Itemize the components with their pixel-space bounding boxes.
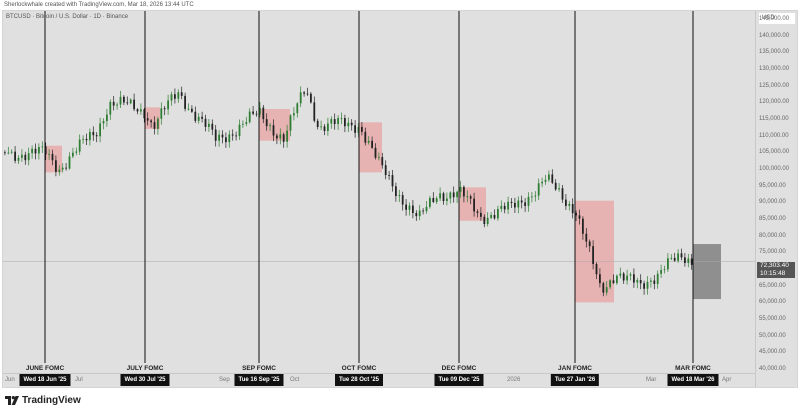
price-tick: 125,000.00	[759, 82, 790, 89]
price-tick: 85,000.00	[759, 216, 786, 223]
fomc-label: SEP FOMC	[242, 365, 276, 372]
chart-credit: Sherlockwhale created with TradingView.c…	[4, 2, 194, 8]
time-label: Oct	[290, 377, 300, 383]
price-tick: 60,000.00	[759, 299, 786, 306]
fomc-label: JAN FOMC	[558, 365, 592, 372]
price-tick: 105,000.00	[759, 149, 790, 156]
fomc-date-tag: Tue 28 Oct '25	[335, 374, 383, 386]
price-tick: 145,000.00	[759, 16, 790, 22]
time-label: Jul	[75, 377, 83, 383]
price-tick: 75,000.00	[759, 249, 786, 256]
fomc-date-tag: Tue 09 Dec '25	[434, 374, 484, 386]
price-tick: 135,000.00	[759, 49, 790, 56]
chart-plot-area[interactable]	[3, 11, 755, 373]
fomc-date-tag: Wed 30 Jul '25	[120, 374, 170, 386]
bar-countdown: 10:15:48	[760, 270, 786, 277]
time-label: Jun	[5, 377, 15, 383]
candlestick-chart	[3, 11, 755, 363]
time-label: Apr	[722, 377, 732, 383]
time-label: Sep	[219, 377, 230, 383]
current-price-value: 72,303.40	[760, 262, 789, 269]
price-tick: 100,000.00	[759, 166, 790, 173]
fomc-date-tag: Wed 18 Jun '25	[19, 374, 71, 386]
current-price-label: 72,303.40 10:15:48	[757, 262, 795, 278]
tradingview-logo[interactable]: TradingView	[5, 395, 81, 406]
brand-name: TradingView	[22, 395, 81, 406]
price-tick: 55,000.00	[759, 316, 786, 323]
price-axis[interactable]	[755, 11, 798, 387]
price-tick: 40,000.00	[759, 366, 786, 373]
fomc-label: DEC FOMC	[441, 365, 477, 372]
fomc-date-tag: Wed 18 Mar '26	[667, 374, 719, 386]
fomc-label: MAR FOMC	[675, 365, 711, 372]
fomc-date-tag: Tue 27 Jan '26	[550, 374, 600, 386]
price-tick: 90,000.00	[759, 199, 786, 206]
price-tick: 110,000.00	[759, 132, 789, 139]
fomc-label: JULY FOMC	[126, 365, 164, 372]
price-tick: 80,000.00	[759, 232, 786, 239]
price-tick: 65,000.00	[759, 282, 786, 289]
tradingview-logo-icon	[5, 396, 19, 405]
price-tick: 115,000.00	[759, 116, 789, 123]
price-tick: 95,000.00	[759, 182, 786, 189]
symbol-info: BTCUSD · Bitcoin / U.S. Dollar · 1D · Bi…	[6, 14, 129, 20]
price-tick: 120,000.00	[759, 99, 790, 106]
price-tick: 45,000.00	[759, 349, 786, 356]
fomc-label: OCT FOMC	[341, 365, 377, 372]
time-label: 2026	[507, 377, 521, 383]
price-tick: 140,000.00	[759, 32, 790, 39]
fomc-label: JUNE FOMC	[25, 365, 65, 372]
time-axis[interactable]	[3, 373, 755, 389]
price-tick: 50,000.00	[759, 332, 786, 339]
fomc-date-tag: Tue 16 Sep '25	[234, 374, 284, 386]
currency-button[interactable]: USD	[759, 13, 795, 24]
price-tick: 130,000.00	[759, 66, 790, 72]
chart-frame	[2, 10, 798, 388]
time-label: Mar	[646, 377, 657, 383]
